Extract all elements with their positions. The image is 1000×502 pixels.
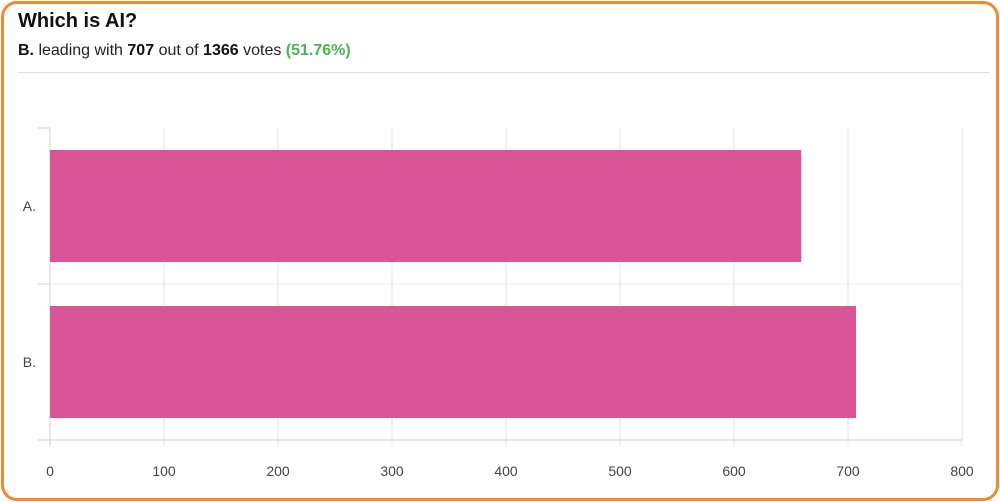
bar bbox=[50, 150, 802, 262]
poll-summary: B. leading with 707 out of 1366 votes (5… bbox=[18, 42, 351, 60]
out-of-text: out of bbox=[158, 42, 199, 59]
x-tick-label: 400 bbox=[494, 463, 518, 479]
x-tick-label: 600 bbox=[722, 463, 746, 479]
leading-text: leading with bbox=[38, 42, 123, 59]
leader-option: B. bbox=[18, 42, 34, 59]
x-tick-label: 800 bbox=[950, 463, 974, 479]
header-divider bbox=[18, 72, 989, 73]
total-votes: 1366 bbox=[203, 42, 239, 59]
poll-title: Which is AI? bbox=[18, 10, 138, 32]
y-category-label: B. bbox=[23, 354, 36, 370]
x-tick-label: 0 bbox=[46, 463, 54, 479]
bar bbox=[50, 306, 856, 418]
x-tick-label: 500 bbox=[608, 463, 632, 479]
x-tick-label: 200 bbox=[266, 463, 290, 479]
leader-percent: (51.76%) bbox=[285, 42, 351, 59]
x-tick-label: 100 bbox=[152, 463, 176, 479]
x-tick-label: 300 bbox=[380, 463, 404, 479]
leader-votes: 707 bbox=[127, 42, 155, 59]
votes-text: votes bbox=[243, 42, 282, 59]
y-category-label: A. bbox=[23, 198, 36, 214]
x-tick-label: 700 bbox=[836, 463, 860, 479]
